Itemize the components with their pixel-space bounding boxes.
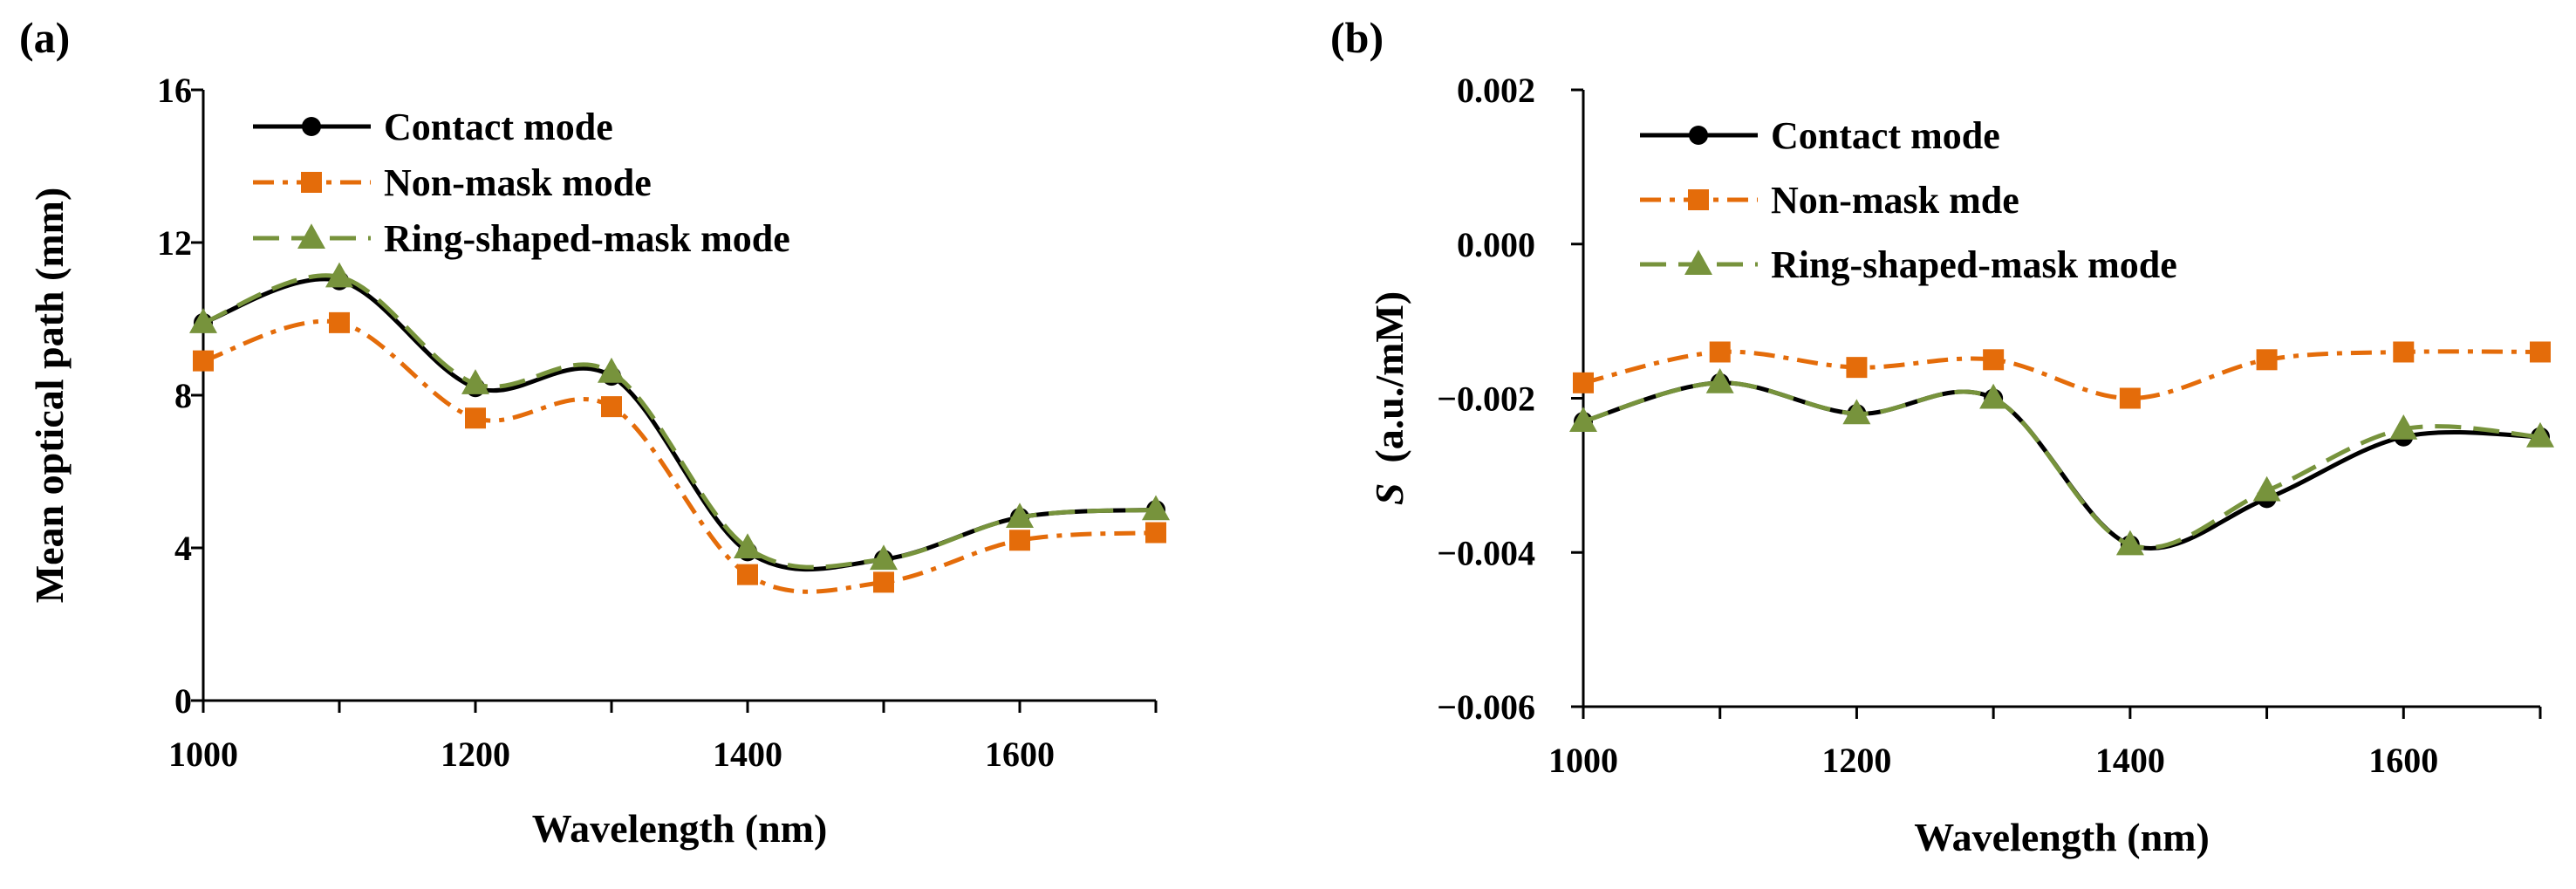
data-point xyxy=(2119,387,2141,409)
y-tick-label: 8 xyxy=(174,376,192,415)
y-tick-label: 0.000 xyxy=(1457,225,1535,264)
legend-label: Ring-shaped-mask mode xyxy=(384,217,790,260)
legend-label: Non-mask mode xyxy=(384,161,652,204)
y-tick-label: −0.004 xyxy=(1437,533,1535,572)
legend-label: Non-mask mde xyxy=(1771,179,2019,222)
data-point xyxy=(189,308,217,333)
data-point xyxy=(1846,357,1868,379)
legend-entry: Ring-shaped-mask mode xyxy=(1640,243,2177,286)
x-tick-label: 1000 xyxy=(1548,741,1618,780)
chart-panel-b: (b) −0.006 −0.004 −0.002 0.000 0.002 1000 1200 1… xyxy=(1330,13,2554,859)
data-point xyxy=(737,564,758,585)
y-axis-label: Mean optical path (mm) xyxy=(27,188,72,604)
legend-marker xyxy=(1688,189,1709,210)
series-ring-shaped-mask-mode xyxy=(1569,368,2554,556)
legend-entry: Non-mask mde xyxy=(1640,179,2019,222)
data-point xyxy=(2389,414,2418,440)
legend-entry: Contact mode xyxy=(253,106,613,148)
data-point xyxy=(193,350,214,372)
data-point xyxy=(870,544,898,571)
x-axis-label: Wavelength (nm) xyxy=(1914,815,2210,859)
series-line xyxy=(1582,349,2541,401)
data-point xyxy=(465,407,486,429)
data-point xyxy=(325,262,353,288)
y-tick-label: 12 xyxy=(157,223,192,263)
x-tick-label: 1600 xyxy=(2368,741,2438,780)
data-point xyxy=(1006,503,1034,528)
y-tick-label: 4 xyxy=(174,529,192,568)
series-non-mask-mde xyxy=(1573,341,2551,409)
legend-marker xyxy=(297,223,325,249)
y-axis-label-text: Mean optical path (mm) xyxy=(27,188,72,604)
panel-label: (a) xyxy=(19,13,70,62)
data-point xyxy=(2526,421,2554,448)
legend: Contact mode Non-mask mde Ring-shaped-mask… xyxy=(1640,114,2177,286)
legend-marker xyxy=(1684,250,1712,275)
legend-marker xyxy=(302,117,321,136)
y-axis-label-units: (a.u./mM) xyxy=(1367,291,1411,483)
data-point xyxy=(873,571,894,593)
data-point xyxy=(1145,522,1166,544)
legend-label: Contact mode xyxy=(384,106,613,148)
panel-label: (b) xyxy=(1330,13,1384,62)
x-tick-label: 1000 xyxy=(168,735,238,774)
x-axis-label: Wavelength (nm) xyxy=(532,806,828,851)
series-line xyxy=(202,273,1157,570)
data-point xyxy=(1705,368,1734,393)
x-tick-label: 1400 xyxy=(2095,741,2165,780)
series-line xyxy=(1582,380,2541,551)
data-point xyxy=(598,357,625,383)
data-point xyxy=(2530,341,2551,363)
x-tick-label: 1200 xyxy=(441,735,510,774)
series-contact-mode xyxy=(1574,373,2550,555)
data-point xyxy=(329,311,350,333)
legend-marker xyxy=(1689,126,1708,145)
series-line xyxy=(202,318,1157,594)
data-point xyxy=(2115,530,2144,556)
y-tick-label: 0.002 xyxy=(1457,71,1535,110)
y-tick-label: 0 xyxy=(174,681,192,721)
y-tick-label: −0.002 xyxy=(1437,380,1535,419)
series-non-mask-mode xyxy=(193,311,1166,594)
legend-label: Contact mode xyxy=(1771,114,2000,157)
legend: Contact mode Non-mask mode Ring-shaped-mas… xyxy=(253,106,790,260)
data-point xyxy=(1842,399,1871,425)
data-point xyxy=(1979,383,2008,409)
data-point xyxy=(1573,372,1594,393)
data-point xyxy=(1569,407,1597,432)
data-point xyxy=(2252,475,2281,502)
series-ring-shaped-mask-mode xyxy=(189,262,1170,571)
data-point xyxy=(461,369,489,394)
legend-marker xyxy=(301,172,322,193)
data-point xyxy=(2256,349,2278,371)
data-point xyxy=(1709,341,1731,363)
chart-panel-a: (a) 0 4 8 12 16 1000 1200 1400 1600 Wavelength (nm… xyxy=(19,13,1170,851)
legend-entry: Contact mode xyxy=(1640,114,2000,157)
y-axis-label-symbol: S xyxy=(1367,483,1411,506)
data-point xyxy=(1983,349,2005,371)
data-point xyxy=(1142,495,1170,521)
x-tick-label: 1400 xyxy=(713,735,782,774)
data-point xyxy=(601,396,622,418)
x-tick-label: 1200 xyxy=(1821,741,1891,780)
data-point xyxy=(1009,530,1030,551)
y-tick-label: −0.006 xyxy=(1437,687,1535,727)
data-point xyxy=(2393,341,2415,363)
series-line xyxy=(1582,380,2541,550)
x-tick-label: 1600 xyxy=(985,735,1055,774)
legend-entry: Ring-shaped-mask mode xyxy=(253,217,790,260)
y-tick-label: 16 xyxy=(157,71,192,110)
legend-entry: Non-mask mode xyxy=(253,161,652,204)
y-axis-label: S (a.u./mM) xyxy=(1367,291,1411,505)
legend-label: Ring-shaped-mask mode xyxy=(1771,243,2177,286)
data-point xyxy=(734,533,762,558)
